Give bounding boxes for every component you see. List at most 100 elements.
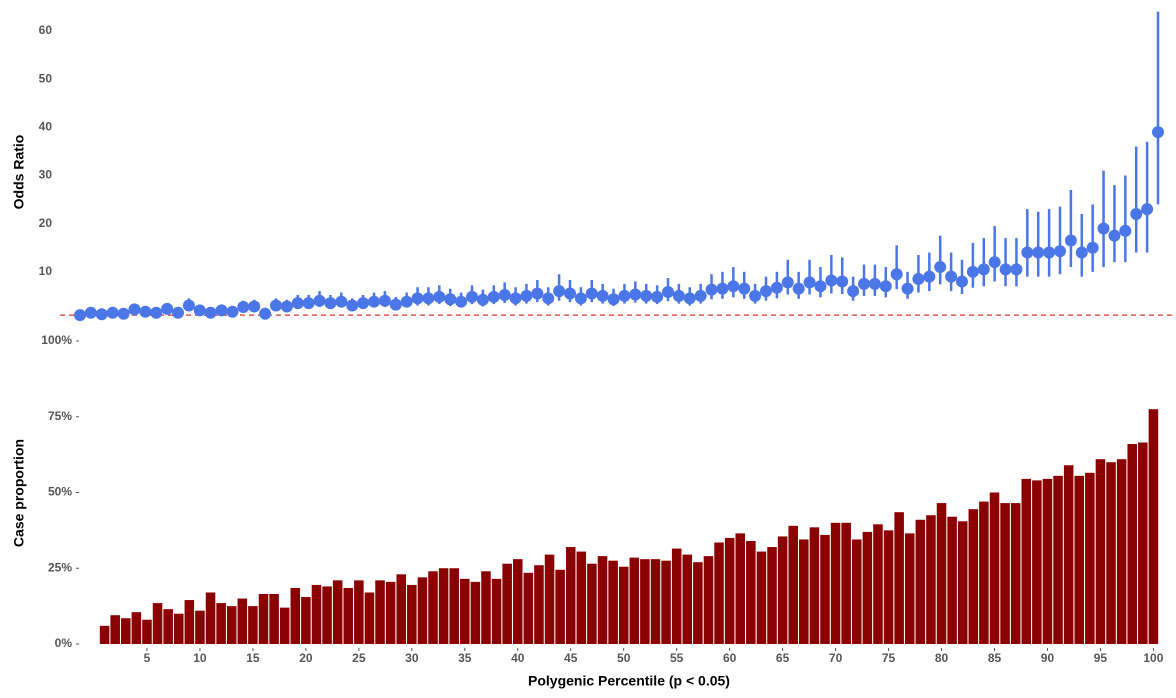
point (520, 289, 533, 302)
bar (650, 559, 661, 644)
point (215, 304, 228, 317)
point (923, 270, 936, 283)
point (1054, 245, 1066, 258)
bar (99, 625, 110, 644)
bar (576, 551, 587, 644)
y-tick-label: 0% (55, 636, 73, 650)
bar (979, 501, 989, 644)
point (259, 307, 272, 320)
point (378, 294, 391, 307)
bar (1148, 409, 1159, 644)
point (389, 298, 402, 311)
point (204, 306, 217, 319)
bar (682, 554, 693, 644)
bar (1127, 444, 1137, 644)
point (585, 287, 598, 300)
y-tick-label: 10 (39, 264, 53, 278)
bar (661, 560, 671, 644)
x-tick-label: 50 (617, 651, 631, 665)
point (531, 287, 544, 300)
bar (332, 580, 343, 644)
point (1043, 246, 1056, 259)
point (476, 293, 489, 306)
bar (714, 542, 724, 644)
point (368, 295, 380, 308)
x-tick-label: 25 (352, 651, 366, 665)
point (302, 297, 315, 310)
bar (248, 606, 258, 644)
bar (396, 574, 406, 644)
bar (830, 522, 841, 644)
bar (1085, 472, 1095, 644)
point (270, 299, 282, 312)
point (879, 280, 892, 293)
point (1075, 246, 1088, 259)
bar (1074, 475, 1085, 644)
bar (491, 578, 502, 644)
point (1010, 263, 1023, 276)
x-tick-label: 65 (776, 651, 790, 665)
bar (152, 603, 163, 644)
point (945, 270, 958, 283)
bar (258, 594, 269, 644)
point (226, 305, 239, 318)
point (1130, 208, 1143, 220)
point (803, 276, 816, 289)
point (1032, 246, 1045, 259)
bar (703, 556, 714, 644)
y-tick-label: 20 (39, 216, 53, 230)
point (858, 277, 870, 290)
point (651, 290, 664, 303)
point (139, 305, 152, 318)
point (574, 292, 587, 305)
y-tick-label: 100% (41, 333, 72, 347)
point (182, 299, 195, 312)
point (422, 292, 435, 305)
point (237, 300, 250, 313)
x-tick-label: 20 (299, 651, 313, 665)
point (280, 300, 293, 313)
point (150, 306, 163, 319)
bar (1021, 478, 1032, 644)
bar (322, 586, 332, 644)
point (433, 290, 446, 303)
bar (1000, 503, 1010, 644)
x-tick-label: 45 (564, 651, 578, 665)
bar (565, 547, 576, 644)
point (977, 263, 990, 276)
point (836, 275, 849, 288)
point (346, 299, 359, 312)
x-tick-label: 5 (144, 651, 151, 665)
x-tick-label: 95 (1094, 651, 1108, 665)
bar (767, 547, 777, 644)
bar (618, 566, 629, 644)
point (672, 289, 685, 302)
x-tick-label: 15 (246, 651, 260, 665)
bar (311, 584, 322, 644)
point (1097, 222, 1110, 235)
point (847, 285, 860, 298)
bar (1138, 442, 1148, 644)
bar (163, 609, 173, 644)
point (607, 293, 620, 306)
bar (989, 492, 1000, 644)
bar (957, 521, 968, 644)
bar (640, 559, 650, 644)
bar (936, 503, 947, 644)
point (411, 292, 424, 305)
x-tick-label: 55 (670, 651, 684, 665)
point (988, 256, 1001, 269)
bar (110, 615, 120, 644)
bar (428, 571, 438, 644)
y-tick-label: 40 (39, 119, 53, 133)
bar (226, 606, 237, 644)
x-tick-label: 80 (935, 651, 949, 665)
bar (205, 592, 216, 644)
x-tick-label: 75 (882, 651, 896, 665)
x-tick-label: 10 (193, 651, 207, 665)
point (106, 306, 119, 319)
point (781, 276, 794, 289)
point (542, 292, 555, 305)
y-tick-label: 50 (39, 71, 53, 85)
point (1108, 229, 1121, 242)
